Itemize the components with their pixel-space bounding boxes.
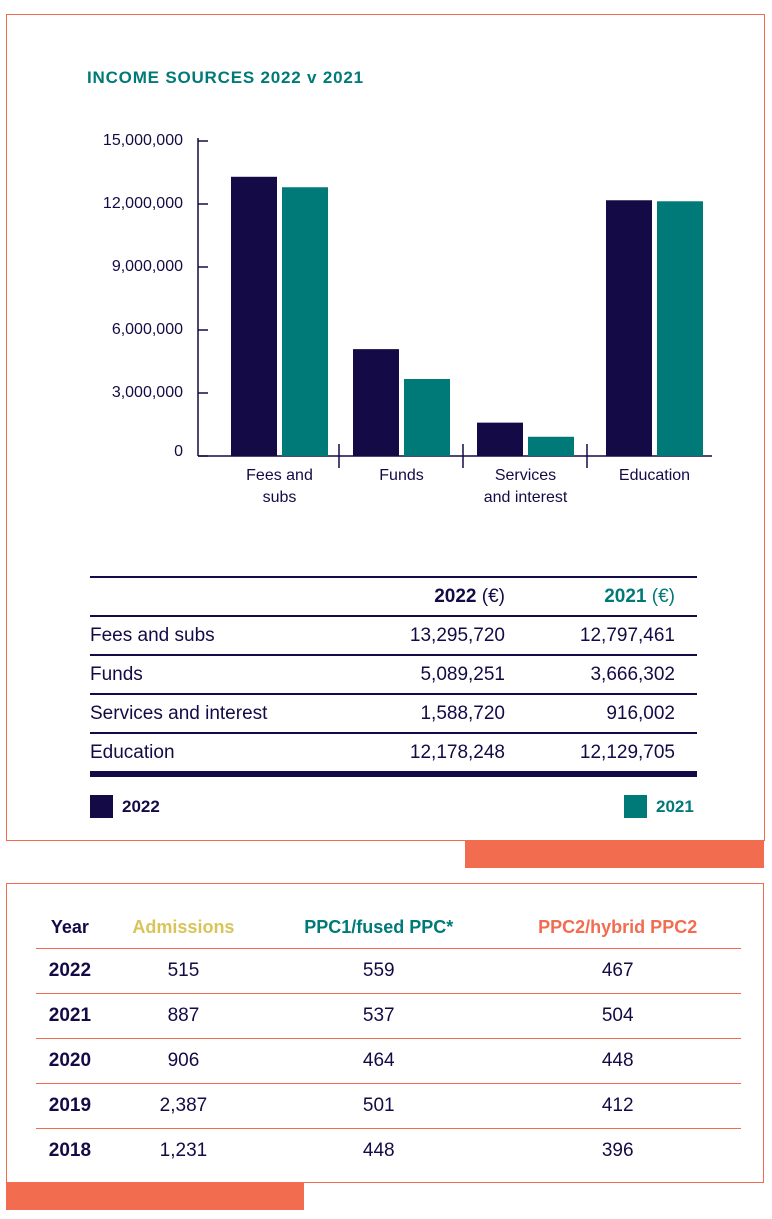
table-row: Education 12,178,248 12,129,705 — [90, 732, 697, 777]
value-2022: 12,178,248 — [335, 732, 505, 777]
value-cell: 501 — [263, 1083, 495, 1129]
header-2021: 2021 — [604, 585, 647, 607]
swatch — [624, 795, 647, 818]
accent-block — [6, 1183, 304, 1210]
y-tick-label: 6,000,000 — [112, 321, 183, 338]
value-cell: 464 — [263, 1038, 495, 1084]
column-header: Year — [50, 916, 89, 937]
row-label: Services and interest — [90, 693, 335, 733]
y-tick-label: 9,000,000 — [112, 258, 183, 275]
value-2021: 12,129,705 — [505, 732, 697, 777]
column-header: Admissions — [132, 916, 235, 937]
value-cell: 467 — [494, 948, 741, 994]
value-2021: 916,002 — [505, 693, 697, 733]
year-cell: 2022 — [36, 948, 104, 994]
bar-2022 — [477, 422, 523, 456]
unit: (€) — [476, 585, 505, 607]
value-cell: 412 — [494, 1083, 741, 1129]
table-row: Services and interest 1,588,720 916,002 — [90, 693, 697, 733]
bar-2021 — [404, 379, 450, 456]
table-row: 2021 887 537 504 — [36, 993, 741, 1039]
table-row: 2022 515 559 467 — [36, 948, 741, 994]
value-2021: 12,797,461 — [505, 615, 697, 655]
value-cell: 887 — [103, 993, 264, 1039]
column-header: PPC1/fused PPC* — [304, 916, 454, 937]
bar-2021 — [528, 436, 574, 456]
row-label: Funds — [90, 654, 335, 694]
table-header: Year Admissions PPC1/fused PPC* PPC2/hybrid… — [36, 906, 741, 949]
legend-2022: 2022 — [90, 795, 160, 818]
value-cell: 1,231 — [103, 1128, 264, 1173]
value-cell: 906 — [103, 1038, 264, 1084]
row-label: Education — [90, 732, 335, 777]
income-panel — [6, 14, 765, 841]
y-tick-label: 15,000,000 — [103, 132, 183, 149]
x-category-label: Fees and subs — [246, 467, 313, 506]
stats-table: Year Admissions PPC1/fused PPC* PPC2/hybrid… — [36, 906, 741, 1173]
y-tick-label: 3,000,000 — [112, 384, 183, 401]
table-row: 2019 2,387 501 412 — [36, 1083, 741, 1129]
year-cell: 2018 — [36, 1128, 104, 1173]
value-cell: 396 — [494, 1128, 741, 1173]
value-2021: 3,666,302 — [505, 654, 697, 694]
bar-2021 — [657, 201, 703, 456]
x-category-label: Education — [619, 467, 690, 484]
row-label: Fees and subs — [90, 615, 335, 655]
bar-2021 — [282, 187, 328, 456]
column-header: PPC2/hybrid PPC2 — [538, 916, 698, 937]
y-tick-label: 12,000,000 — [103, 195, 183, 212]
y-tick-label: 0 — [174, 443, 183, 460]
swatch — [90, 795, 113, 818]
table-header: 2022 (€) 2021 (€) — [90, 576, 697, 616]
value-cell: 515 — [103, 948, 264, 994]
value-cell: 448 — [263, 1128, 495, 1173]
legend-2021: 2021 — [624, 795, 694, 818]
bar-2022 — [353, 349, 399, 456]
bar-2022 — [231, 176, 277, 456]
legend-label: 2022 — [122, 796, 160, 816]
stats-panel — [6, 883, 764, 1183]
year-cell: 2020 — [36, 1038, 104, 1084]
value-cell: 559 — [263, 948, 495, 994]
table-row: Funds 5,089,251 3,666,302 — [90, 654, 697, 694]
x-category-label: Services and interest — [484, 467, 568, 506]
value-cell: 448 — [494, 1038, 741, 1084]
value-2022: 5,089,251 — [335, 654, 505, 694]
value-cell: 504 — [494, 993, 741, 1039]
table-row: Fees and subs 13,295,720 12,797,461 — [90, 615, 697, 655]
table-row: 2020 906 464 448 — [36, 1038, 741, 1084]
value-2022: 13,295,720 — [335, 615, 505, 655]
bar-chart: 0 3,000,000 6,000,000 9,000,000 12,000,000 15… — [103, 132, 712, 506]
table-row: 2018 1,231 448 396 — [36, 1128, 741, 1173]
year-cell: 2019 — [36, 1083, 104, 1129]
value-cell: 2,387 — [103, 1083, 264, 1129]
x-category-label: Funds — [379, 467, 423, 484]
chart-title: INCOME SOURCES 2022 v 2021 — [87, 68, 364, 87]
unit: (€) — [646, 585, 675, 607]
value-cell: 537 — [263, 993, 495, 1039]
income-table: 2022 (€) 2021 (€) Fees and subs 13,295,72… — [90, 576, 697, 777]
bar-2022 — [606, 200, 652, 456]
value-2022: 1,588,720 — [335, 693, 505, 733]
header-2022: 2022 — [434, 585, 477, 607]
legend-label: 2021 — [656, 796, 694, 816]
year-cell: 2021 — [36, 993, 104, 1039]
accent-block — [465, 841, 764, 868]
